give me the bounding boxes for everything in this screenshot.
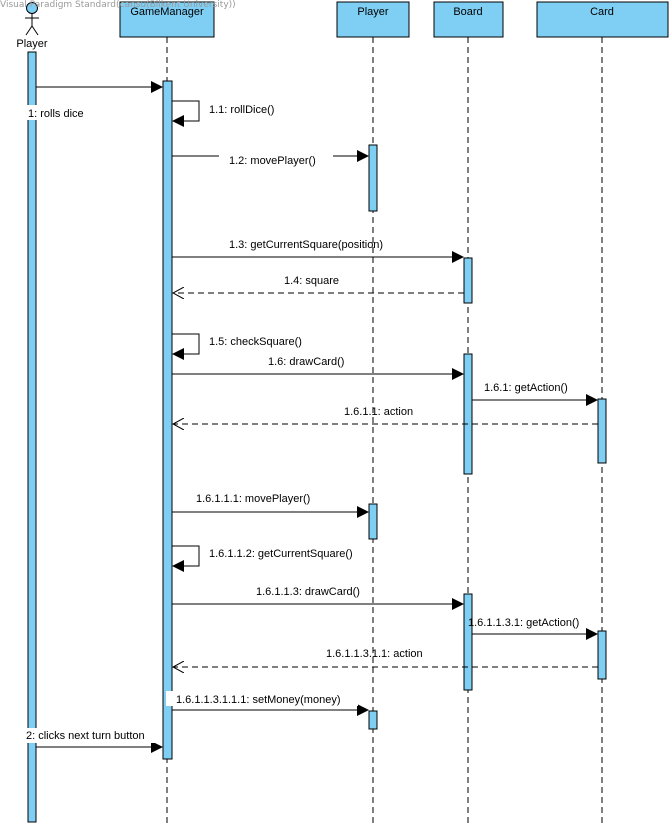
activation-player-2 bbox=[368, 503, 378, 540]
lifeline-label-player: Player bbox=[357, 6, 389, 18]
message-label: 1.5: checkSquare() bbox=[209, 336, 302, 348]
message-label: 1.6.1.1.3.1: getAction() bbox=[468, 617, 579, 629]
message-label: 1.6.1.1.2: getCurrentSquare() bbox=[209, 548, 353, 560]
self-message-arrow bbox=[172, 333, 200, 360]
activation-player-1 bbox=[368, 144, 378, 212]
lifeline-header-board: Board bbox=[433, 1, 504, 38]
activation-player-3 bbox=[368, 710, 378, 730]
message-label: 1.6.1.1.1: movePlayer() bbox=[196, 493, 310, 505]
message-label: 1.2: movePlayer() bbox=[229, 155, 316, 167]
activation-board-3 bbox=[463, 593, 473, 691]
message-label: 1.6.1.1.3.1.1.1: setMoney(money) bbox=[176, 694, 340, 706]
lifeline-label-card: Card bbox=[590, 6, 614, 18]
message-label: 1.1: rollDice() bbox=[209, 104, 274, 116]
lifeline-label-board: Board bbox=[453, 6, 482, 18]
message-label: 1.6: drawCard() bbox=[268, 356, 344, 368]
message-label: 1.6.1.1.3: drawCard() bbox=[256, 586, 360, 598]
activation-actor bbox=[27, 51, 37, 823]
actor-label: Player bbox=[16, 38, 48, 50]
activation-card-2 bbox=[597, 630, 607, 680]
message-label: 1: rolls dice bbox=[28, 108, 84, 120]
lifeline-header-player: Player bbox=[336, 1, 410, 38]
activation-gamemanager bbox=[162, 80, 173, 760]
message-label: 1.4: square bbox=[284, 275, 339, 287]
self-message-arrow bbox=[172, 545, 200, 572]
activation-board-2 bbox=[463, 353, 473, 475]
actor-player: Player bbox=[16, 2, 48, 50]
lifeline-label-gamemanager: GameManager bbox=[130, 6, 204, 18]
message-label: 1.6.1: getAction() bbox=[484, 382, 568, 394]
message-label: 1.3: getCurrentSquare(position) bbox=[229, 239, 383, 251]
self-message-arrow bbox=[172, 100, 200, 127]
activation-card-1 bbox=[597, 398, 607, 464]
message-label: 2: clicks next turn button bbox=[26, 730, 145, 742]
message-label: 1.6.1.1: action bbox=[344, 406, 413, 418]
activation-board-1 bbox=[463, 257, 473, 304]
message-label: 1.6.1.1.3.1.1: action bbox=[326, 648, 423, 660]
watermark: Visual Paradigm Standard(cansu(Bilkent U… bbox=[0, 0, 236, 10]
lifeline-header-card: Card bbox=[536, 1, 669, 38]
lifeline-header-gamemanager: GameManager bbox=[119, 1, 215, 38]
